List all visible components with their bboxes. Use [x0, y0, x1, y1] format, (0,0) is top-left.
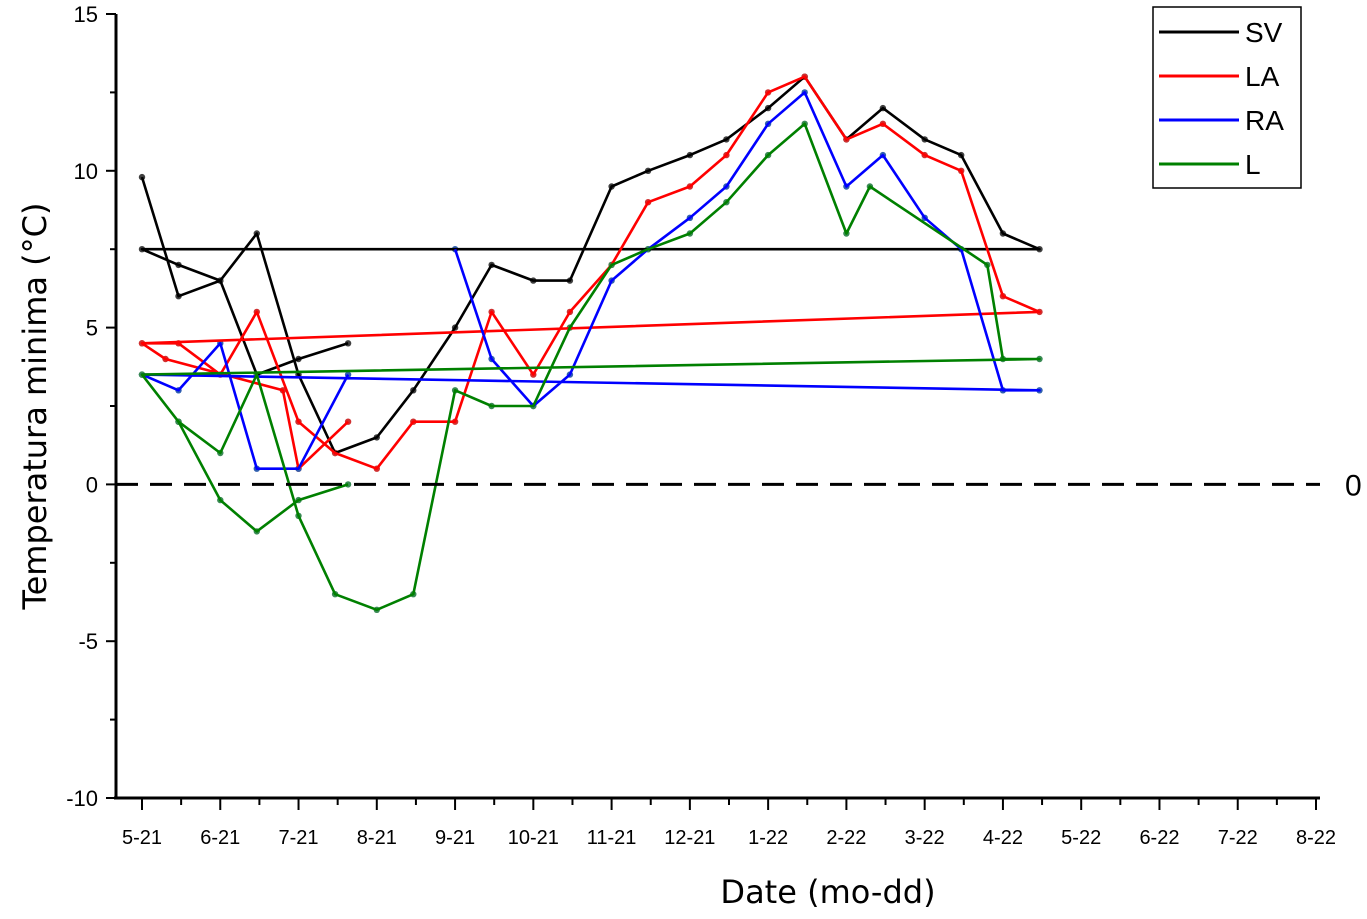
legend-label-sv: SV — [1245, 17, 1283, 48]
y-tick-label: 10 — [74, 159, 98, 184]
x-axis-title: Date (mo-dd) — [720, 873, 935, 911]
x-tick-label: 3-22 — [905, 827, 945, 849]
legend-label-ra: RA — [1245, 105, 1284, 136]
x-tick-label: 7-22 — [1218, 827, 1258, 849]
y-tick-label: -5 — [78, 629, 98, 654]
x-tick-label: 1-22 — [748, 827, 788, 849]
series-lines-layer — [140, 75, 1041, 612]
scatter-dots-layer — [138, 73, 1043, 613]
x-tick-label: 10-21 — [508, 827, 559, 849]
legend-box — [1152, 6, 1302, 189]
x-tick-label: 5-21 — [122, 827, 162, 849]
y-axis-title: Temperatura minima (°C) — [16, 203, 54, 611]
x-tick-label: 2-22 — [826, 827, 866, 849]
series-line-l — [140, 122, 1041, 612]
y-tick-label: -10 — [66, 786, 98, 811]
x-tick-label: 12-21 — [664, 827, 715, 849]
legend: SV LA RA L — [1152, 6, 1302, 189]
legend-label-la: LA — [1245, 61, 1280, 92]
y-tick-label: 5 — [86, 316, 98, 341]
x-tick-label: 8-21 — [357, 827, 397, 849]
axes: 15 10 5 0 -5 -10 5-21 6-21 7-21 8-21 9-21 10-21 11-2… — [66, 2, 1336, 849]
y-tick-label: 15 — [74, 2, 98, 27]
zero-reference-label: 0 — [1345, 469, 1362, 502]
x-tick-label: 11-21 — [587, 827, 637, 849]
series-line-la — [140, 75, 1041, 470]
x-tick-label: 5-22 — [1061, 827, 1101, 849]
x-tick-label: 7-21 — [279, 827, 319, 849]
x-tick-label: 6-21 — [200, 827, 240, 849]
x-tick-label: 6-22 — [1139, 827, 1179, 849]
x-tick-label: 9-21 — [435, 827, 475, 849]
series-line-ra — [140, 91, 1041, 470]
y-tick-label: 0 — [86, 472, 98, 497]
series-line-sv — [140, 75, 1041, 455]
x-tick-label: 8-22 — [1296, 827, 1336, 849]
x-tick-label: 4-22 — [983, 827, 1023, 849]
legend-label-l: L — [1245, 149, 1261, 180]
